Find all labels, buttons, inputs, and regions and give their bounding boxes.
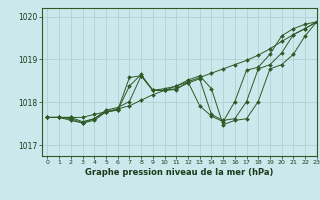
X-axis label: Graphe pression niveau de la mer (hPa): Graphe pression niveau de la mer (hPa) xyxy=(85,168,273,177)
